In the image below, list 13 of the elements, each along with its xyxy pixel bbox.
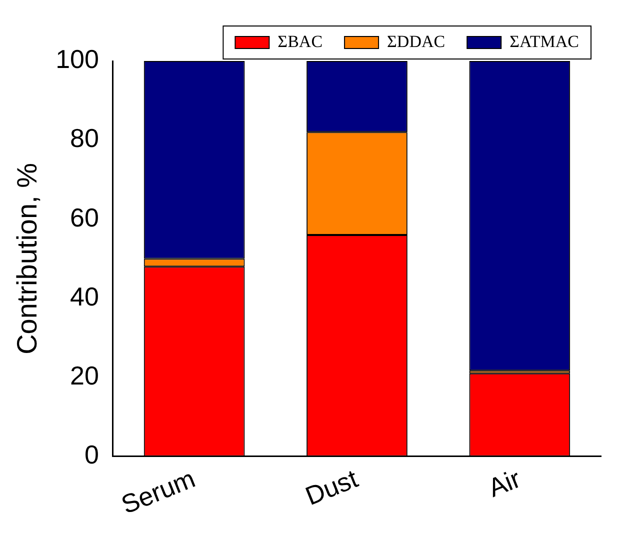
y-tick-label: 100: [56, 44, 99, 74]
y-tick-label: 0: [84, 440, 99, 470]
y-tick-label: 20: [70, 360, 99, 390]
y-tick-label: 80: [70, 123, 99, 154]
legend-label: ΣDDAC: [387, 32, 446, 51]
legend-label: ΣBAC: [278, 32, 323, 51]
x-tick-label: Air: [484, 463, 525, 503]
y-axis-title: Contribution, %: [12, 162, 43, 354]
x-tick-label: Dust: [301, 462, 363, 512]
legend-label: ΣATMAC: [510, 32, 580, 51]
x-tick-label: Serum: [117, 463, 200, 520]
y-tick-label: 40: [70, 281, 99, 312]
y-tick-label: 60: [70, 202, 99, 232]
